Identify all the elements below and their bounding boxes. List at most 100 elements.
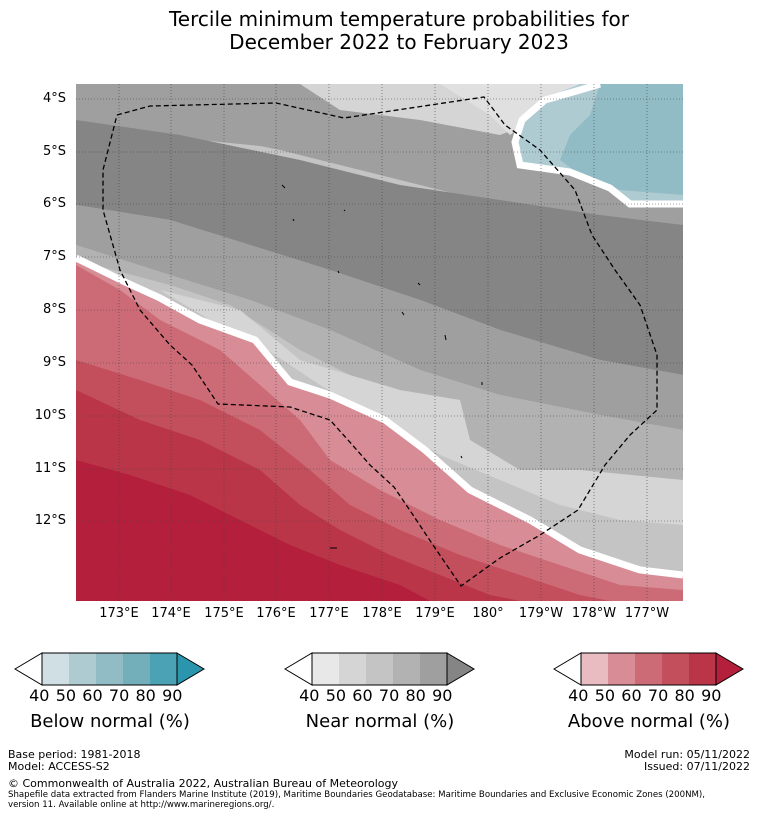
colorbar-above-swatch: [662, 653, 689, 685]
colorbar-near-swatch: [420, 653, 447, 685]
colorbar-near-ticks: 40 50 60 70 80 90: [296, 686, 456, 705]
colorbar-near-label: Near normal (%): [305, 711, 455, 732]
lat-label: 5°S: [42, 144, 66, 159]
tick: 80: [674, 686, 695, 705]
tick: 90: [701, 686, 722, 705]
near-normal-band-dark: [76, 120, 683, 375]
tick: 70: [647, 686, 669, 705]
lat-label: 10°S: [34, 408, 66, 423]
above-normal-90: [76, 460, 430, 601]
lon-label: 175°E: [204, 606, 244, 621]
map-area: 4°S 5°S 6°S 7°S 8°S 9°S 10°S 11°S 12°S 1…: [34, 84, 683, 621]
boundary-white-below: [511, 84, 683, 208]
tick: 40: [568, 686, 589, 705]
lon-label: 177°W: [624, 606, 670, 621]
lon-label: 180°: [472, 606, 504, 621]
tick: 50: [594, 686, 616, 705]
tick: 50: [55, 686, 77, 705]
tick: 70: [108, 686, 130, 705]
colorbar-below-label: Below normal (%): [30, 711, 190, 732]
colorbar-above-min-arrow: [553, 652, 582, 686]
lon-label: 178°E: [362, 606, 402, 621]
tick: 80: [135, 686, 156, 705]
footer-left: Base period: 1981-2018 Model: ACCESS-S2: [8, 749, 140, 773]
colorbar-below-ticks: 40 50 60 70 80 90: [26, 686, 186, 705]
chart-title: Tercile minimum temperature probabilitie…: [0, 8, 758, 54]
shapefile-credit: Shapefile data extracted from Flanders M…: [8, 790, 758, 810]
colorbar-near-frame: [311, 652, 448, 686]
lon-label: 173°E: [99, 606, 139, 621]
model-run: Model run: 05/11/2022: [624, 748, 750, 761]
eez-boundary: [102, 96, 658, 587]
tick: 60: [82, 686, 103, 705]
colorbar-near-svg: [284, 652, 475, 686]
colorbar-above-label: Above normal (%): [567, 711, 731, 732]
colorbar-above-max-arrow: [715, 652, 744, 686]
colorbar-above-swatch: [581, 653, 608, 685]
tick: 90: [432, 686, 453, 705]
colorbar-above-swatch: [689, 653, 716, 685]
colorbar-above-ticks: 40 50 60 70 80 90: [565, 686, 725, 705]
colorbar-below-svg: [14, 652, 205, 686]
lat-label: 7°S: [42, 249, 66, 264]
copyright: © Commonwealth of Australia 2022, Austra…: [8, 777, 398, 790]
colorbar-near-min-arrow: [284, 652, 313, 686]
colorbar-below-swatch: [123, 653, 150, 685]
lon-label: 179°E: [415, 606, 455, 621]
tick: 40: [299, 686, 320, 705]
colorbar-near-swatch: [312, 653, 339, 685]
tick: 90: [162, 686, 183, 705]
colorbar-below-min-arrow: [14, 652, 43, 686]
near-normal-band-lightest: [160, 290, 683, 525]
near-normal-band-mid-2: [76, 205, 683, 430]
title-line-1: Tercile minimum temperature probabilitie…: [168, 7, 630, 31]
colorbar-near-swatch: [339, 653, 366, 685]
colorbar-above-svg: [553, 652, 744, 686]
tick: 60: [352, 686, 373, 705]
footer-right: Model run: 05/11/2022 Issued: 07/11/2022: [624, 749, 750, 773]
colorbar-below-frame: [41, 652, 178, 686]
colorbar-near: 40 50 60 70 80 90 Near normal (%): [284, 652, 479, 732]
lat-label: 4°S: [42, 91, 66, 106]
colorbar-above-frame: [580, 652, 717, 686]
lat-label: 12°S: [34, 513, 66, 528]
colorbar-near-swatch: [366, 653, 393, 685]
lat-label: 9°S: [42, 355, 66, 370]
lat-label: 11°S: [34, 461, 66, 476]
boundary-white-above: [76, 254, 683, 579]
lon-label: 178°W: [571, 606, 617, 621]
lon-label: 174°E: [151, 606, 191, 621]
map-svg: [76, 84, 683, 601]
colorbar-below-max-arrow: [176, 652, 205, 686]
colorbar-below-swatch: [150, 653, 177, 685]
lon-label: 176°E: [256, 606, 296, 621]
colorbar-below: 40 50 60 70 80 90 Below normal (%): [14, 652, 209, 732]
lat-label: 8°S: [42, 302, 66, 317]
islands: [281, 184, 483, 549]
colorbar-near-max-arrow: [446, 652, 475, 686]
model-name: Model: ACCESS-S2: [8, 760, 110, 773]
base-period: Base period: 1981-2018: [8, 748, 141, 761]
lon-label: 179°W: [518, 606, 564, 621]
colorbar-below-swatch: [42, 653, 69, 685]
issued-date: Issued: 07/11/2022: [643, 760, 750, 773]
near-normal-band-light-2: [76, 245, 683, 520]
lon-label: 177°E: [309, 606, 349, 621]
colorbar-above: 40 50 60 70 80 90 Above normal (%): [553, 652, 748, 732]
colorbar-above-swatch: [608, 653, 635, 685]
below-normal-60: [560, 84, 683, 195]
title-line-2: December 2022 to February 2023: [229, 30, 569, 54]
lat-label: 6°S: [42, 196, 66, 211]
colorbar-above-swatch: [635, 653, 662, 685]
tick: 50: [325, 686, 347, 705]
colorbar-near-swatch: [393, 653, 420, 685]
graticule: [76, 84, 683, 601]
colorbar-below-swatch: [69, 653, 96, 685]
tick: 40: [29, 686, 50, 705]
shapefile-credit-line-2: version 11. Available online at http://w…: [8, 800, 275, 810]
tick: 70: [378, 686, 400, 705]
tick: 80: [405, 686, 426, 705]
tick: 60: [621, 686, 642, 705]
colorbar-below-swatch: [96, 653, 123, 685]
shapefile-credit-line-1: Shapefile data extracted from Flanders M…: [8, 790, 705, 800]
